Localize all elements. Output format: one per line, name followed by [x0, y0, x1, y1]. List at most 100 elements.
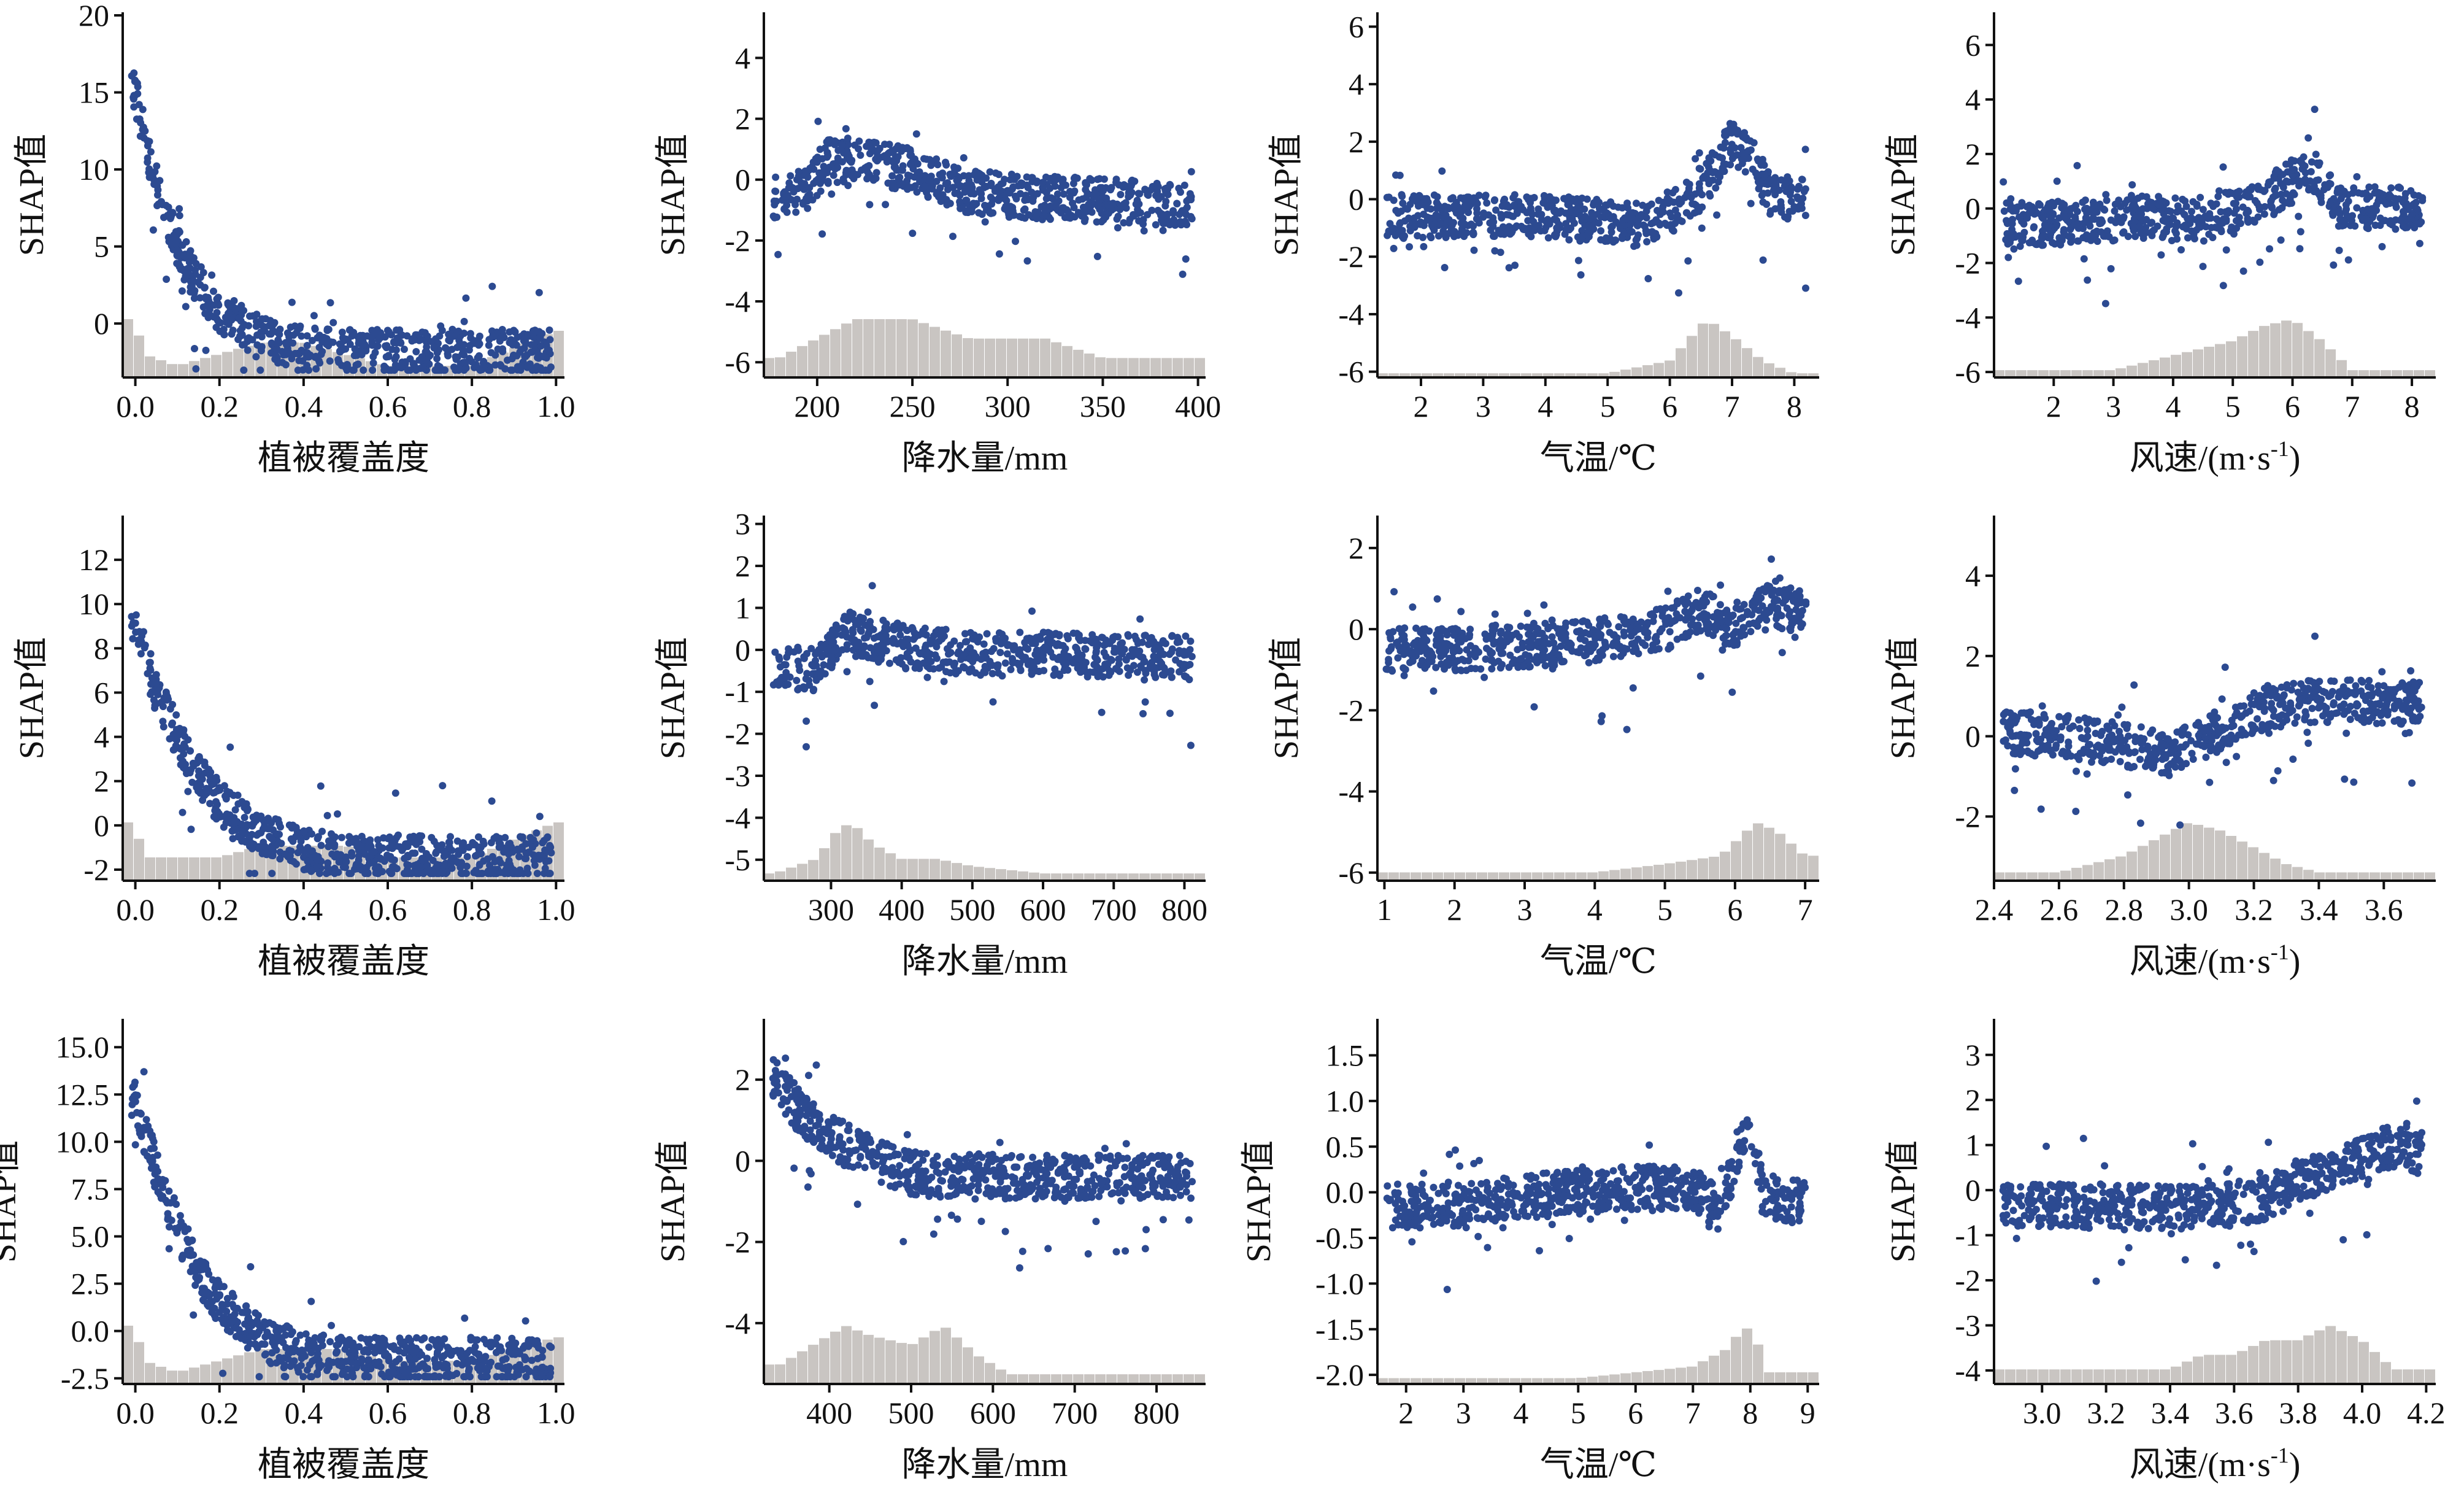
scatter-point [1665, 199, 1673, 207]
scatter-point [909, 230, 917, 238]
histogram-bar [2082, 370, 2093, 377]
scatter-point [1080, 217, 1088, 225]
scatter-point [202, 293, 210, 301]
scatter-point [312, 365, 320, 373]
scatter-point [1770, 186, 1777, 194]
scatter-point [2344, 256, 2352, 264]
scatter-point [2271, 168, 2279, 176]
scatter-point [2207, 214, 2215, 222]
x-tick-label: 8 [1787, 389, 1802, 423]
scatter-point [173, 260, 181, 268]
scatter-point [852, 641, 860, 649]
scatter-point [1042, 189, 1050, 197]
scatter-point [318, 827, 326, 835]
scatter-point [486, 861, 493, 869]
scatter-point [159, 717, 167, 725]
scatter-point [882, 201, 890, 209]
scatter-point [2412, 198, 2420, 206]
scatter-point [1675, 289, 1682, 297]
histogram-bar [178, 364, 188, 377]
scatter-point [2296, 245, 2304, 253]
scatter-point [369, 359, 377, 367]
scatter-point [890, 163, 898, 171]
scatter-point [318, 334, 325, 342]
scatter-point [878, 651, 886, 659]
histogram-bar [1698, 858, 1708, 881]
x-tick-label: 0.4 [285, 389, 323, 423]
scatter-point [418, 328, 426, 336]
scatter-point [184, 787, 192, 795]
scatter-point [1661, 220, 1669, 227]
scatter-point [1036, 635, 1044, 643]
scatter-point [1005, 213, 1013, 221]
scatter-point [2266, 178, 2274, 186]
histogram-bar [2237, 336, 2247, 377]
scatter-point [2387, 193, 2395, 201]
histogram-bar [2005, 370, 2015, 377]
scatter-point [261, 819, 269, 827]
scatter-point [442, 344, 449, 352]
scatter-point [221, 792, 229, 800]
histogram-bar [985, 868, 995, 881]
scatter-point [1160, 639, 1168, 647]
histogram-bar [1128, 358, 1139, 377]
scatter-point [529, 843, 536, 851]
x-tick-label: 0.2 [200, 892, 239, 927]
y-tick-label: -2 [725, 223, 750, 258]
scatter-point [1012, 238, 1019, 245]
scatter-point [433, 848, 441, 856]
scatter-point [1584, 230, 1592, 238]
histogram-bar [1808, 856, 1819, 881]
scatter-point [771, 187, 779, 195]
scatter-point [968, 203, 976, 211]
scatter-point [1713, 211, 1721, 219]
scatter-point [1414, 232, 1422, 240]
scatter-point [1147, 634, 1155, 641]
scatter-point [336, 340, 344, 348]
scatter-point [2155, 201, 2163, 209]
scatter-point [331, 833, 339, 841]
scatter-point [1066, 214, 1074, 222]
scatter-point [499, 347, 507, 355]
histogram-bar [1195, 358, 1205, 377]
scatter-point [1574, 257, 1582, 265]
scatter-point [1007, 665, 1015, 673]
histogram-bar [885, 853, 896, 881]
scatter-point [1115, 667, 1123, 675]
scatter-point [2079, 198, 2087, 206]
x-tick-label: 6 [1662, 389, 1677, 423]
scatter-point [1663, 188, 1671, 196]
scatter-point [403, 860, 411, 868]
scatter-point [2173, 235, 2181, 243]
scatter-point [488, 852, 496, 860]
scatter-point [191, 345, 198, 352]
histogram-bar [2160, 357, 2170, 377]
y-tick-label: -2 [725, 717, 750, 751]
scatter-point [1148, 206, 1156, 214]
histogram-bar [1642, 866, 1653, 881]
histogram-bar [830, 833, 841, 881]
scatter-point [493, 833, 501, 841]
y-tick-label: 3 [735, 507, 750, 541]
histogram-bar [1161, 358, 1172, 377]
x-tick-label: 7 [1725, 389, 1740, 423]
scatter-point [794, 657, 802, 665]
scatter-point [1141, 632, 1149, 640]
scatter-point [843, 633, 851, 641]
y-tick-label: 10 [79, 587, 109, 621]
scatter-point [1090, 668, 1098, 676]
scatter-point [325, 325, 333, 333]
histogram-bar [1654, 864, 1664, 881]
scatter-point [1042, 644, 1050, 652]
histogram-bar [2314, 339, 2325, 377]
scatter-point [1398, 226, 1406, 234]
scatter-point [400, 346, 408, 354]
scatter-point [844, 167, 852, 175]
scatter-point [981, 218, 989, 226]
scatter-point [423, 358, 431, 366]
scatter-point [1684, 189, 1692, 197]
histogram-bar [2392, 370, 2402, 377]
x-tick-label: 0.8 [453, 892, 491, 927]
scatter-point [193, 759, 201, 767]
